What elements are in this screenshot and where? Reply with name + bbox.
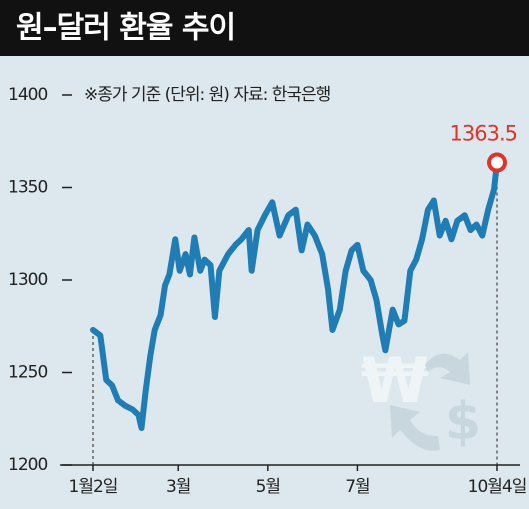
x-tick-label: 10월4일 — [468, 477, 527, 497]
title-bar — [0, 0, 529, 56]
currency-icon: ₩ $ — [361, 344, 481, 452]
y-tick-label: 1300 — [8, 270, 47, 290]
value-label: 1363.5 — [450, 122, 517, 146]
arrow — [425, 352, 470, 385]
y-tick-label: 1200 — [8, 455, 47, 475]
dollar-symbol: $ — [445, 392, 481, 452]
x-tick-label: 5월 — [256, 477, 280, 497]
y-tick-label: 1250 — [8, 363, 47, 383]
note: ※종가 기준 (단위: 원) 자료: 한국은행 — [84, 85, 330, 105]
line — [90, 159, 500, 431]
x-tick-label: 1월2일 — [69, 477, 118, 497]
y-tick-label: 1400 — [8, 85, 47, 105]
x-tick-label: 7월 — [345, 477, 369, 497]
chart-title: 원–달러 환율 추이 — [16, 11, 235, 46]
end-marker — [487, 152, 507, 173]
won-symbol: ₩ — [361, 344, 429, 417]
arrow — [390, 405, 440, 451]
x-tick-label: 3월 — [166, 477, 190, 497]
y-tick-label: 1350 — [8, 178, 47, 198]
